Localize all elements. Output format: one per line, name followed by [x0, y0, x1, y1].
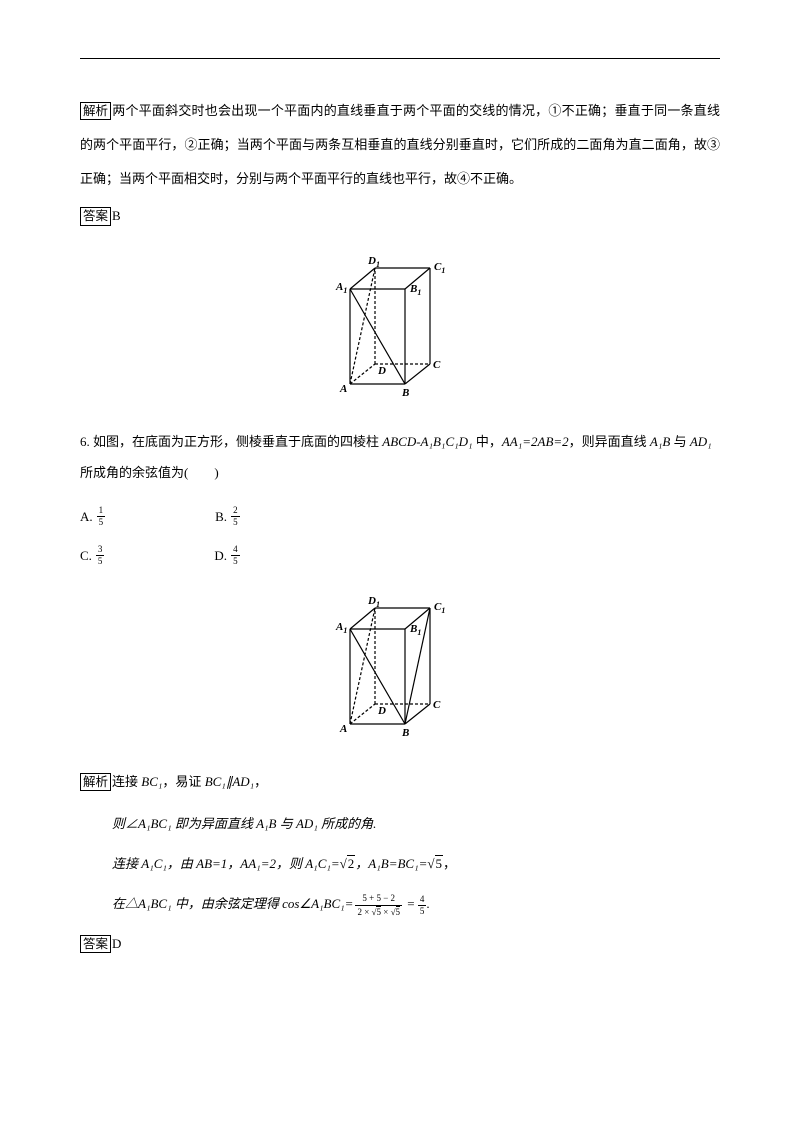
option-a-frac: 1 5 [97, 506, 106, 527]
q6-prism: ABCD-A₁B₁C₁D₁ [382, 434, 472, 449]
q6-line2: AD₁ [690, 434, 712, 449]
solution-step-2: 则∠A₁BC₁ 即为异面直线 A₁B 与 AD₁ 所成的角. [80, 811, 720, 837]
options-row-2: C. 3 5 D. 4 5 [80, 545, 720, 566]
answer-label-6: 答案 [80, 935, 111, 953]
svg-text:C: C [433, 359, 441, 371]
top-rule [80, 58, 720, 59]
sol-l3-mid: ，A₁B=BC₁= [355, 856, 427, 871]
sqrt-5a: √5 [427, 855, 443, 871]
q6-mid: 中， [473, 434, 502, 449]
sol-l1-mid: ，易证 [162, 774, 204, 789]
option-b: B. 2 5 [215, 506, 239, 527]
svg-text:D: D [377, 365, 386, 377]
svg-text:A: A [339, 383, 347, 395]
solution-step-3: 连接 A₁C₁，由 AB=1，AA₁=2，则 A₁C₁=√2，A₁B=BC₁=√… [80, 851, 720, 877]
svg-text:A1: A1 [335, 621, 347, 635]
option-b-frac: 2 5 [231, 506, 240, 527]
option-d-frac: 4 5 [231, 545, 240, 566]
sol-l2: 则∠A₁BC₁ 即为异面直线 A₁B 与 AD₁ 所成的角. [112, 816, 376, 831]
prism-diagram-2: A B C D A1 B1 C1 D1 [330, 584, 470, 739]
sol-l4-pre: 在△A₁BC₁ 中，由余弦定理得 cos∠A₁BC₁= [112, 896, 353, 911]
analysis-text: 两个平面斜交时也会出现一个平面内的直线垂直于两个平面的交线的情况，①不正确；垂直… [80, 103, 720, 186]
svg-text:D1: D1 [367, 595, 380, 609]
option-a-label: A. [80, 509, 93, 525]
svg-text:B1: B1 [409, 623, 421, 637]
sol-l3-pre: 连接 A₁C₁，由 AB=1，AA₁=2，则 A₁C₁= [112, 856, 340, 871]
q6-cond: AA₁=2AB=2 [502, 434, 569, 449]
solution-step-4: 在△A₁BC₁ 中，由余弦定理得 cos∠A₁BC₁= 5 + 5 − 2 2 … [80, 891, 720, 917]
sol-l4-eq: = [404, 896, 418, 911]
sol-l3-post: ， [443, 856, 456, 871]
answer-5: 答案B [80, 207, 720, 225]
option-d: D. 4 5 [214, 545, 239, 566]
svg-text:C: C [433, 699, 441, 711]
sol-l1-post: ， [254, 774, 267, 789]
figure-2: A B C D A1 B1 C1 D1 [80, 584, 720, 744]
option-a: A. 1 5 [80, 506, 105, 527]
svg-text:D: D [377, 705, 386, 717]
q6-mid3: 与 [670, 434, 690, 449]
answer-value-5: B [112, 208, 121, 223]
option-b-label: B. [215, 509, 227, 525]
svg-text:B: B [401, 727, 409, 739]
q6-line1: A₁B [650, 434, 670, 449]
svg-text:B: B [401, 387, 409, 399]
svg-text:D1: D1 [367, 255, 380, 269]
answer-6: 答案D [80, 935, 720, 953]
sol-l1-rel: BC₁∥AD₁ [205, 774, 254, 789]
solution-label: 解析 [80, 773, 111, 791]
sol-l1-pre: 连接 [112, 774, 141, 789]
option-c: C. 3 5 [80, 545, 104, 566]
svg-text:B1: B1 [409, 283, 421, 297]
cos-fraction: 5 + 5 − 2 2 × √5 × √5 [355, 893, 402, 917]
analysis-label: 解析 [80, 102, 111, 120]
q6-pre: 如图，在底面为正方形，侧棱垂直于底面的四棱柱 [93, 434, 382, 449]
svg-text:C1: C1 [434, 261, 445, 275]
answer-label-5: 答案 [80, 207, 111, 225]
solution-6: 解析连接 BC₁，易证 BC₁∥AD₁， [80, 766, 720, 797]
q6-number: 6. [80, 434, 90, 449]
q6-post: 所成角的余弦值为( ) [80, 465, 219, 480]
svg-text:C1: C1 [434, 601, 445, 615]
analysis-5: 解析两个平面斜交时也会出现一个平面内的直线垂直于两个平面的交线的情况，①不正确；… [80, 94, 720, 195]
sol-l1-seg: BC₁ [141, 774, 162, 789]
option-c-label: C. [80, 548, 92, 564]
question-6: 6. 如图，在底面为正方形，侧棱垂直于底面的四棱柱 ABCD-A₁B₁C₁D₁ … [80, 426, 720, 488]
prism-diagram-1: A B C D A1 B1 C1 D1 [330, 244, 470, 399]
figure-1: A B C D A1 B1 C1 D1 [80, 244, 720, 404]
option-d-label: D. [214, 548, 227, 564]
options-row-1: A. 1 5 B. 2 5 [80, 506, 720, 527]
q6-mid2: ，则异面直线 [569, 434, 650, 449]
sol-l4-post: . [426, 896, 429, 911]
svg-text:A: A [339, 723, 347, 735]
option-c-frac: 3 5 [96, 545, 105, 566]
answer-value-6: D [112, 936, 121, 951]
svg-text:A1: A1 [335, 281, 347, 295]
cos-frac-den: 2 × √5 × √5 [355, 905, 402, 917]
sqrt-2: √2 [340, 855, 356, 871]
